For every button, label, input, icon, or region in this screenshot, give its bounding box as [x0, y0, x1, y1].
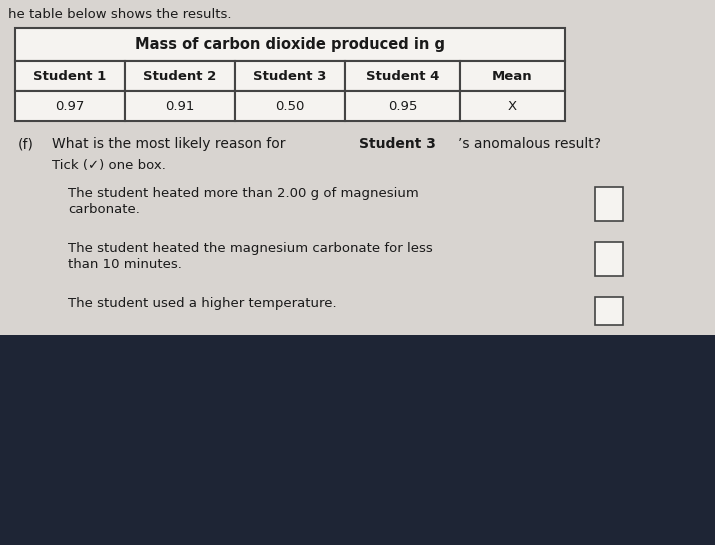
FancyBboxPatch shape	[15, 91, 125, 121]
Text: Tick (✓) one box.: Tick (✓) one box.	[52, 159, 166, 172]
Text: carbonate.: carbonate.	[68, 203, 140, 216]
Text: Student 1: Student 1	[34, 70, 107, 82]
FancyBboxPatch shape	[595, 297, 623, 325]
Text: Student 2: Student 2	[144, 70, 217, 82]
Text: The student used a higher temperature.: The student used a higher temperature.	[68, 297, 337, 310]
FancyBboxPatch shape	[595, 187, 623, 221]
Text: Student 3: Student 3	[359, 137, 436, 151]
FancyBboxPatch shape	[0, 335, 715, 545]
Text: 0.95: 0.95	[388, 100, 417, 112]
FancyBboxPatch shape	[235, 91, 345, 121]
FancyBboxPatch shape	[235, 61, 345, 91]
FancyBboxPatch shape	[125, 91, 235, 121]
FancyBboxPatch shape	[460, 61, 565, 91]
Text: Student 4: Student 4	[366, 70, 439, 82]
FancyBboxPatch shape	[125, 61, 235, 91]
Text: The student heated more than 2.00 g of magnesium: The student heated more than 2.00 g of m…	[68, 187, 419, 200]
FancyBboxPatch shape	[595, 242, 623, 276]
Text: What is the most likely reason for: What is the most likely reason for	[52, 137, 290, 151]
Text: The student heated the magnesium carbonate for less: The student heated the magnesium carbona…	[68, 242, 433, 255]
Text: Mean: Mean	[492, 70, 533, 82]
Text: 0.97: 0.97	[55, 100, 84, 112]
FancyBboxPatch shape	[460, 91, 565, 121]
FancyBboxPatch shape	[15, 28, 565, 61]
Text: Student 3: Student 3	[253, 70, 327, 82]
Text: (f): (f)	[18, 137, 34, 151]
Text: Mass of carbon dioxide produced in g: Mass of carbon dioxide produced in g	[135, 37, 445, 52]
Text: he table below shows the results.: he table below shows the results.	[8, 8, 232, 21]
Text: X: X	[508, 100, 517, 112]
Text: ’s anomalous result?: ’s anomalous result?	[458, 137, 601, 151]
FancyBboxPatch shape	[345, 91, 460, 121]
Text: than 10 minutes.: than 10 minutes.	[68, 258, 182, 271]
Text: 0.91: 0.91	[165, 100, 194, 112]
FancyBboxPatch shape	[15, 61, 125, 91]
Text: 0.50: 0.50	[275, 100, 305, 112]
FancyBboxPatch shape	[345, 61, 460, 91]
